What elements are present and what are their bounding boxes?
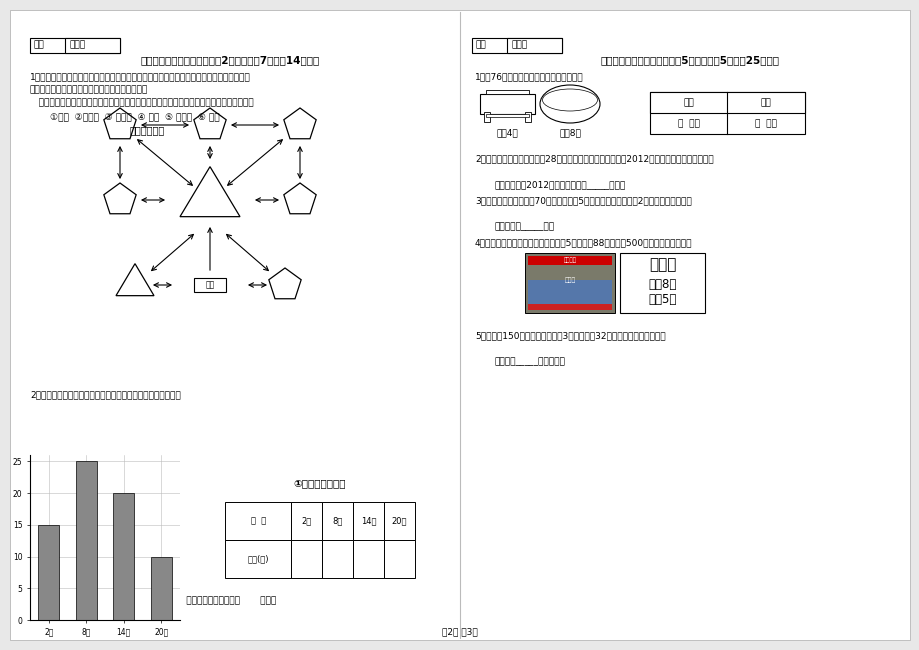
Ellipse shape: [542, 89, 596, 111]
Text: ③实际算一算，这天的平均气温是多少度？: ③实际算一算，这天的平均气温是多少度？: [30, 608, 135, 617]
Text: 每桌4人: 每桌4人: [495, 128, 517, 137]
Text: 方桌: 方桌: [760, 99, 771, 107]
Text: 热烈欢迎: 热烈欢迎: [562, 257, 576, 263]
Bar: [480, 94, 535, 114]
Text: 大门: 大门: [205, 281, 214, 289]
Text: ①根据统计图填表: ①根据统计图填表: [293, 478, 346, 488]
Polygon shape: [116, 264, 153, 296]
Text: 答：这头奶牛2012年二月份可挤奶_____千克。: 答：这头奶牛2012年二月份可挤奶_____千克。: [494, 180, 626, 189]
Text: 馆和鱼馆的场地分别在动物园的东北角和西北角。: 馆和鱼馆的场地分别在动物园的东北角和西北角。: [30, 85, 148, 94]
Text: ①狮山  ②熊猫馆  ③ 飞禽馆  ④ 猴园  ⑤ 大象馆  ⑥ 鱼馆: ①狮山 ②熊猫馆 ③ 飞禽馆 ④ 猴园 ⑤ 大象馆 ⑥ 鱼馆: [50, 112, 220, 121]
Bar: [485, 90, 528, 94]
Text: ②这一天的最高气温是（       ）度，最低气温是（         ）度，平均气温大约（       ）度。: ②这一天的最高气温是（ ）度，最低气温是（ ）度，平均气温大约（ ）度。: [30, 595, 276, 604]
Text: 2、下面是气温自测仪上记录的某天四个不同时间的气温情况：: 2、下面是气温自测仪上记录的某天四个不同时间的气温情况：: [30, 390, 180, 399]
Bar: [76, 462, 96, 620]
Text: 得分: 得分: [34, 40, 45, 49]
Bar: [528, 280, 611, 310]
Bar: [528, 304, 611, 310]
Text: 4、老师要带同学们参观科技馆，共有5名老师和88名学生。500元钱买门票够不够？: 4、老师要带同学们参观科技馆，共有5名老师和88名学生。500元钱买门票够不够？: [474, 238, 692, 247]
Polygon shape: [284, 183, 316, 214]
Text: 1、有76位客人用餐，可以怎样安排桌子？: 1、有76位客人用餐，可以怎样安排桌子？: [474, 72, 583, 81]
Text: 答：还剩_____页没有看。: 答：还剩_____页没有看。: [494, 357, 565, 366]
Text: 5、一本书150页，冬冬已经看了3天，每天看32页，还剩多少页没有看？: 5、一本书150页，冬冬已经看了3天，每天看32页，还剩多少页没有看？: [474, 331, 665, 340]
Text: 评卷人: 评卷人: [70, 40, 86, 49]
Text: 成人8元: 成人8元: [648, 278, 676, 291]
Text: 评卷人: 评卷人: [512, 40, 528, 49]
Bar: [39, 525, 59, 620]
Text: 圆桌: 圆桌: [683, 99, 693, 107]
Text: （  ）张: （ ）张: [677, 120, 699, 129]
Text: 答：他跑了_____米。: 答：他跑了_____米。: [494, 222, 554, 231]
Bar: [506, 38, 562, 53]
Text: 动物园导游图: 动物园导游图: [130, 125, 165, 135]
Bar: [525, 112, 530, 122]
Text: 2、一头奶牛一天大约可挤奶28千克，照这样计算，这头奶牛2012年二月份可挤奶多少千克？: 2、一头奶牛一天大约可挤奶28千克，照这样计算，这头奶牛2012年二月份可挤奶多…: [474, 154, 713, 163]
Text: 根据小强的描述，请你把这些动物场馆所在的位置，在动物园的导游图上用序号表示出来。: 根据小强的描述，请你把这些动物场馆所在的位置，在动物园的导游图上用序号表示出来。: [30, 98, 254, 107]
Polygon shape: [104, 183, 136, 214]
Bar: [151, 556, 171, 620]
Bar: [483, 112, 490, 122]
Bar: [528, 256, 611, 265]
Text: 每桌8人: 每桌8人: [559, 128, 580, 137]
Text: 第2页 共3页: 第2页 共3页: [442, 627, 477, 636]
Bar: [65, 38, 119, 53]
Text: 售票处: 售票处: [648, 257, 675, 272]
Bar: [650, 92, 804, 134]
Bar: [525, 253, 614, 313]
Polygon shape: [194, 108, 226, 138]
Polygon shape: [284, 108, 316, 138]
Text: 五、认真思考，综合能力（共2小题，每题7分，共14分）。: 五、认真思考，综合能力（共2小题，每题7分，共14分）。: [141, 55, 319, 65]
Text: 3、红星小学操场的长是70米，宽比长短5米。亮亮绕着操场跑了2圈，他跑了多少米？: 3、红星小学操场的长是70米，宽比长短5米。亮亮绕着操场跑了2圈，他跑了多少米？: [474, 196, 691, 205]
Text: 学生5元: 学生5元: [648, 294, 676, 307]
Bar: [650, 92, 804, 113]
Polygon shape: [104, 108, 136, 138]
Polygon shape: [268, 268, 301, 299]
Bar: [471, 38, 562, 53]
Polygon shape: [180, 166, 240, 216]
Bar: [619, 253, 704, 313]
Text: （  ）张: （ ）张: [754, 120, 777, 129]
Text: 六、活用知识，解决问题（共5小题，每题5分，共25分）。: 六、活用知识，解决问题（共5小题，每题5分，共25分）。: [600, 55, 778, 65]
Bar: [113, 493, 134, 620]
Text: 科技馆: 科技馆: [563, 277, 575, 283]
Text: 1、走进动物园大门，正北面是狮子山和熊猫馆。狮子山的东侧是飞禽馆，西侧是猴园。大象: 1、走进动物园大门，正北面是狮子山和熊猫馆。狮子山的东侧是飞禽馆，西侧是猴园。大…: [30, 72, 251, 81]
Bar: [30, 38, 119, 53]
Bar: [485, 114, 528, 117]
Ellipse shape: [539, 85, 599, 123]
Bar: [194, 278, 226, 292]
Text: 得分: 得分: [475, 40, 486, 49]
